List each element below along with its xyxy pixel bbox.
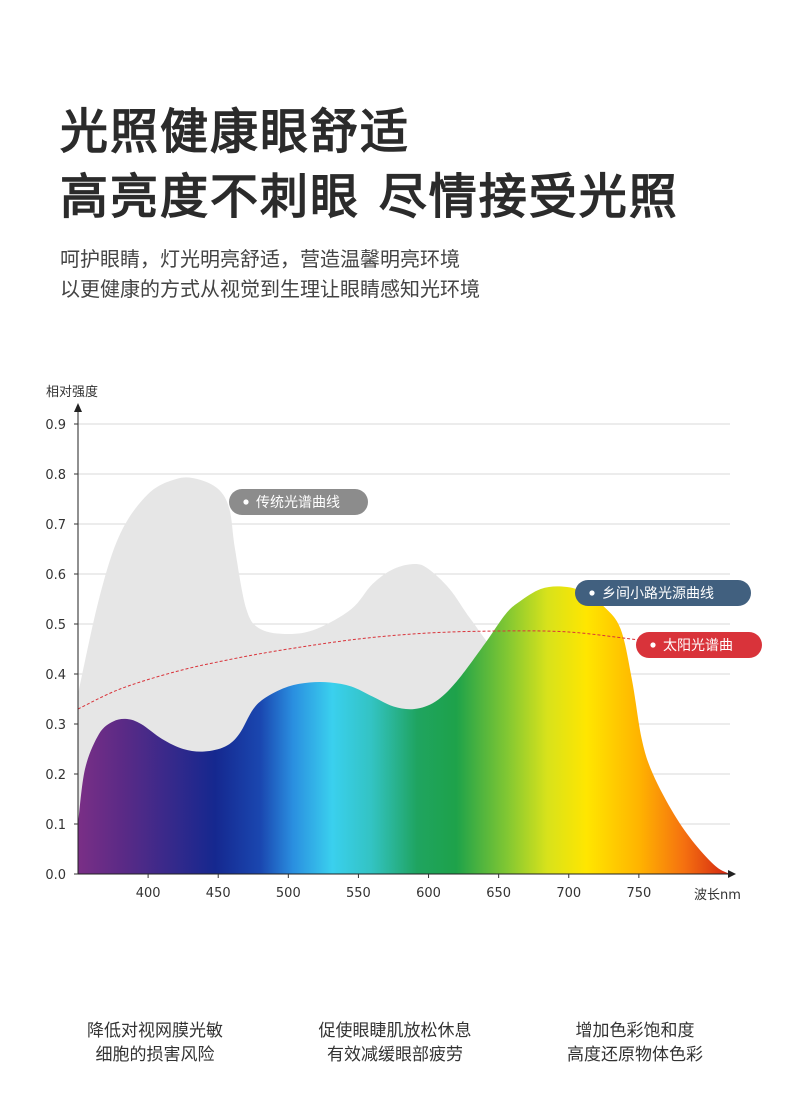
y-tick-label: 0.3 bbox=[45, 718, 66, 733]
x-tick-label: 750 bbox=[626, 886, 651, 901]
feature-desc-blue-line-1: 降低对视网膜光敏 bbox=[87, 1021, 223, 1041]
legend-tag-light-source: 乡间小路光源曲线 bbox=[575, 580, 751, 606]
legend-tag-light-source-bg bbox=[575, 580, 751, 606]
legend-tag-sunlight: 太阳光谱曲 bbox=[636, 632, 762, 658]
legend-tag-sunlight-label: 太阳光谱曲 bbox=[663, 638, 733, 654]
y-tick-label: 0.9 bbox=[45, 418, 66, 433]
subtitle-line-1: 呵护眼睛，灯光明亮舒适，营造温馨明亮环境 bbox=[60, 247, 460, 271]
legend-tag-traditional: 传统光谱曲线 bbox=[229, 489, 368, 515]
feature-button-blue: 降低蓝光峰值 bbox=[83, 969, 227, 995]
feature-desc-blue-line-2: 细胞的损害风险 bbox=[95, 1045, 215, 1065]
light-source-spectrum-area bbox=[78, 586, 730, 874]
feature-desc-blue: 降低对视网膜光敏 细胞的损害风险 bbox=[48, 1019, 262, 1067]
page-title-line-1: 光照健康眼舒适 bbox=[60, 104, 411, 160]
y-tick-label: 0.5 bbox=[45, 618, 66, 633]
y-axis-label: 相对强度 bbox=[46, 384, 98, 400]
sun-curve-layer bbox=[77, 630, 639, 710]
x-tick-label: 700 bbox=[556, 886, 581, 901]
feature-button-red: 提高长波红光 bbox=[563, 969, 707, 995]
feature-desc-red-line-1: 增加色彩饱和度 bbox=[575, 1021, 695, 1041]
bullet-dot-icon bbox=[650, 642, 656, 648]
feature-desc-green: 促使眼睫肌放松休息 有效减缓眼部疲劳 bbox=[288, 1019, 502, 1067]
y-tick-label: 0.7 bbox=[45, 518, 66, 533]
feature-desc-green-line-1: 促使眼睫肌放松休息 bbox=[318, 1021, 472, 1041]
bullet-dot-icon bbox=[243, 499, 249, 505]
x-tick-label: 500 bbox=[276, 886, 301, 901]
x-tick-label: 450 bbox=[206, 886, 231, 901]
y-tick-label: 0.4 bbox=[45, 668, 66, 683]
legend-tag-traditional-label: 传统光谱曲线 bbox=[256, 495, 340, 511]
subtitle-line-2: 以更健康的方式从视觉到生理让眼睛感知光环境 bbox=[60, 277, 480, 301]
y-tick-label: 0.1 bbox=[45, 818, 66, 833]
x-axis-label: 波长nm bbox=[694, 888, 741, 903]
legend-tag-sunlight-bg bbox=[636, 632, 762, 658]
feature-desc-red-line-2: 高度还原物体色彩 bbox=[567, 1045, 703, 1065]
bullet-dot-icon bbox=[589, 590, 595, 596]
y-tick-label: 0.0 bbox=[45, 868, 66, 883]
spectrum-chart: 0.0 0.1 0.2 0.3 0.4 0.5 0.6 0.7 0.8 0.9 400 450 500 5… bbox=[45, 384, 762, 903]
x-tick-label: 600 bbox=[416, 886, 441, 901]
feature-desc-green-line-2: 有效减缓眼部疲劳 bbox=[327, 1045, 463, 1065]
page-title-line-2: 高亮度不刺眼 尽情接受光照 bbox=[60, 169, 679, 225]
x-axis-arrow-icon bbox=[728, 870, 736, 878]
x-tick-label: 650 bbox=[486, 886, 511, 901]
axes-layer bbox=[74, 403, 736, 878]
y-tick-label: 0.8 bbox=[45, 468, 66, 483]
sunlight-spectrum-line bbox=[77, 630, 639, 710]
y-tick-label: 0.6 bbox=[45, 568, 66, 583]
tick-label-layer: 0.0 0.1 0.2 0.3 0.4 0.5 0.6 0.7 0.8 0.9 400 450 500 5… bbox=[45, 384, 741, 903]
x-tick-label: 550 bbox=[346, 886, 371, 901]
rainbow-curve-layer bbox=[78, 586, 730, 874]
legend-tag-light-source-label: 乡间小路光源曲线 bbox=[602, 586, 714, 602]
feature-button-green: 提高短波绿光 bbox=[323, 969, 467, 995]
legend-tag-traditional-bg bbox=[229, 489, 368, 515]
y-axis-arrow-icon bbox=[74, 403, 82, 412]
y-tick-label: 0.2 bbox=[45, 768, 66, 783]
feature-desc-red: 增加色彩饱和度 高度还原物体色彩 bbox=[528, 1019, 742, 1067]
x-tick-label: 400 bbox=[136, 886, 161, 901]
